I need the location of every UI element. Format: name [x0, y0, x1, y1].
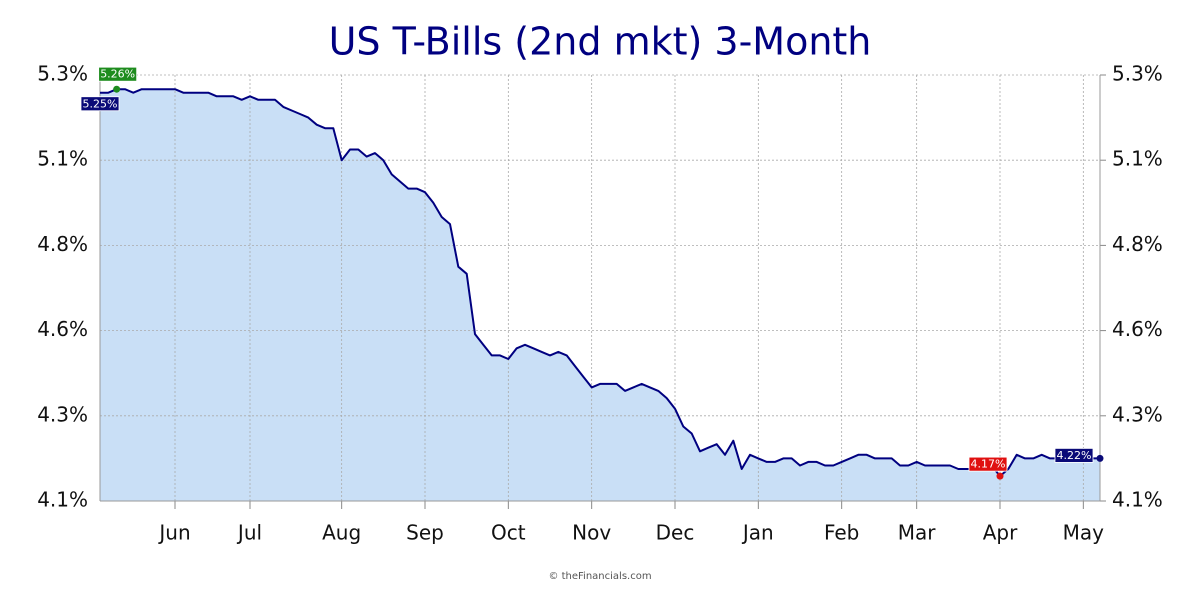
value-label-box — [98, 66, 138, 82]
value-label-box — [968, 456, 1008, 472]
marker — [1096, 454, 1104, 462]
y2-tick-label: 5.1% — [1112, 147, 1163, 171]
y2-tick-label: 4.1% — [1112, 488, 1163, 512]
x-tick-label: May — [1063, 521, 1105, 545]
x-tick-label: Jul — [236, 521, 262, 545]
x-tick-label: Feb — [824, 521, 859, 545]
x-tick-label: Jun — [157, 521, 190, 545]
y-tick-label: 4.3% — [37, 402, 88, 426]
x-tick-label: Apr — [983, 521, 1018, 545]
x-tick-label: Aug — [322, 521, 361, 545]
marker — [113, 85, 121, 93]
x-tick-label: Dec — [656, 521, 695, 545]
y2-tick-label: 5.3% — [1112, 62, 1163, 86]
y2-tick-label: 4.3% — [1112, 402, 1163, 426]
y-tick-label: 5.1% — [37, 147, 88, 171]
y-tick-label: 4.6% — [37, 317, 88, 341]
y2-tick-label: 4.8% — [1112, 232, 1163, 256]
value-label: 4.22% — [1057, 449, 1092, 462]
chart-title: US T-Bills (2nd mkt) 3-Month — [329, 20, 872, 64]
value-label: 4.17% — [971, 458, 1006, 471]
value-label-box — [80, 96, 120, 112]
value-label: 5.25% — [83, 97, 118, 110]
y-tick-label: 4.1% — [37, 488, 88, 512]
x-tick-label: Oct — [491, 521, 526, 545]
x-tick-label: Sep — [406, 521, 444, 545]
y-tick-label: 4.8% — [37, 232, 88, 256]
source: © theFinancials.com — [548, 571, 651, 582]
area — [100, 89, 1100, 501]
y2-tick-label: 4.6% — [1112, 317, 1163, 341]
x-tick-label: Jan — [741, 521, 774, 545]
y-tick-label: 5.3% — [37, 62, 88, 86]
x-tick-label: Nov — [572, 521, 611, 545]
x-tick-label: Mar — [898, 521, 937, 545]
value-label: 5.26% — [100, 68, 135, 81]
line — [100, 88, 1100, 478]
marker — [996, 472, 1004, 480]
value-label-box — [1054, 447, 1094, 463]
